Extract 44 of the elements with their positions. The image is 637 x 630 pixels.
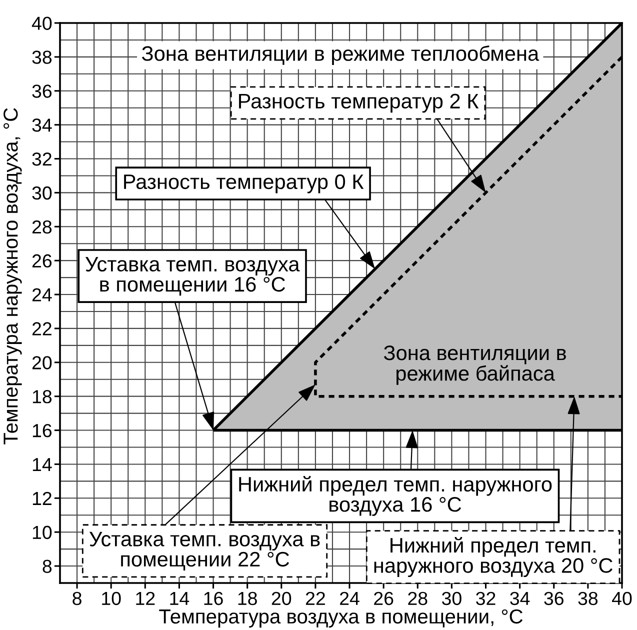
x-tick-label: 24 [340,592,360,605]
x-tick-label: 8 [72,592,82,606]
y-tick-label: 26 [32,254,52,268]
x-tick-label: 40 [612,592,632,606]
x-tick-label: 12 [136,592,155,605]
x-tick-label: 22 [306,592,325,605]
y-tick-label: 10 [32,526,52,540]
y-tick-label: 38 [32,50,52,64]
y-tick-label: 30 [32,186,52,200]
x-tick-label: 16 [204,592,223,606]
annotation: Уставка темп. воздуха в помещении 16 °C [85,256,300,296]
x-tick-label: 34 [510,592,530,606]
x-tick-label: 32 [476,592,496,606]
y-tick-label: 20 [32,356,52,370]
x-tick-label: 38 [578,592,598,606]
y-tick-label: 36 [32,84,52,98]
annotation: Разность температур 2 К [239,94,479,113]
annotation: Зона вентиляции в режиме байпаса [384,346,566,385]
y-tick-label: 32 [32,152,52,166]
y-tick-label: 28 [32,220,52,234]
y-tick-label: 14 [32,458,52,472]
annotation: Уставка темп. воздуха в помещении 22 °C [89,532,320,571]
y-tick-label: 8 [42,560,52,574]
annotation: Разность температур 0 К [124,174,364,194]
x-tick-label: 36 [544,592,564,606]
y-tick-label: 18 [32,390,52,404]
y-tick-label: 12 [32,492,52,505]
x-tick-label: 18 [238,592,257,606]
y-tick-label: 24 [32,288,52,302]
x-tick-label: 30 [442,592,462,606]
y-tick-label: 40 [32,16,52,30]
y-tick-label: 22 [32,322,52,336]
y-tick-label: 34 [32,118,52,132]
x-tick-label: 28 [408,592,428,606]
annotation: Нижний предел темп. наружного воздуха 16 °C [239,476,552,516]
annotation: Зона вентиляции в режиме теплообмена [142,45,540,66]
y-axis-title: Температура наружного воздуха, °C [4,108,22,444]
x-tick-label: 20 [272,592,292,606]
x-tick-label: 26 [374,592,394,606]
annotation: Нижний предел темп. наружного воздуха 20 °C [374,537,612,578]
x-axis-title: Температура воздуха в помещении, °C [159,609,523,628]
y-tick-label: 16 [32,424,52,438]
x-tick-label: 14 [170,592,190,605]
x-tick-label: 10 [102,592,121,606]
